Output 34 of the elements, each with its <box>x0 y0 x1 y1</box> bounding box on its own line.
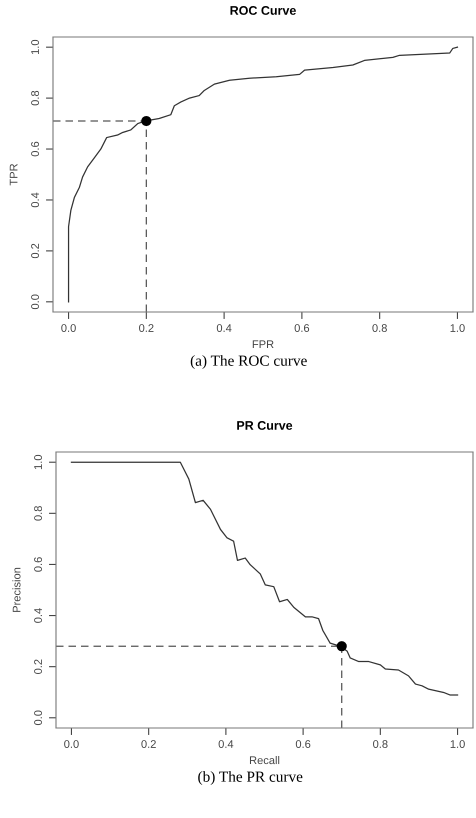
y-tick-label: 1.0 <box>34 454 42 470</box>
y-tick-label: 0.8 <box>31 90 39 106</box>
x-tick-label: 0.4 <box>216 324 232 332</box>
y-tick-label: 0.6 <box>31 142 39 156</box>
y-axis-title: Precision <box>12 568 21 612</box>
x-axis-title: Recall <box>250 756 280 764</box>
x-tick-label: 0.4 <box>218 740 234 748</box>
y-tick-label: 1.0 <box>31 40 39 54</box>
chart-title: ROC Curve <box>230 6 296 15</box>
line-series <box>70 462 458 696</box>
chart-title: PR Curve <box>237 421 292 430</box>
x-tick-label: 0.0 <box>64 740 79 748</box>
x-tick-label: 0.8 <box>372 324 387 332</box>
x-axis-title: FPR <box>252 340 274 348</box>
text: (b) The PR curve <box>198 771 302 785</box>
x-tick-label: 0.6 <box>296 740 310 748</box>
x-tick-label: 0.8 <box>373 740 388 748</box>
y-axis-title: TPR <box>10 164 18 186</box>
y-tick-label: 0.8 <box>34 506 42 521</box>
line-series <box>68 46 458 302</box>
x-tick-label: 0.2 <box>139 324 154 332</box>
text: (a) The ROC curve <box>190 355 307 369</box>
y-tick-label: 0.0 <box>34 710 42 726</box>
x-tick-label: 0.2 <box>141 740 156 748</box>
y-tick-label: 0.4 <box>31 192 39 208</box>
y-tick-label: 0.0 <box>31 294 39 310</box>
x-tick-label: 1.0 <box>450 324 465 332</box>
y-tick-label: 0.6 <box>34 557 42 572</box>
x-tick-label: 0.6 <box>294 324 310 332</box>
y-tick-label: 0.2 <box>34 660 42 674</box>
x-tick-label: 0.0 <box>61 324 76 332</box>
y-tick-label: 0.4 <box>34 608 42 623</box>
x-tick-label: 1.0 <box>450 740 465 748</box>
y-tick-label: 0.2 <box>31 244 39 258</box>
